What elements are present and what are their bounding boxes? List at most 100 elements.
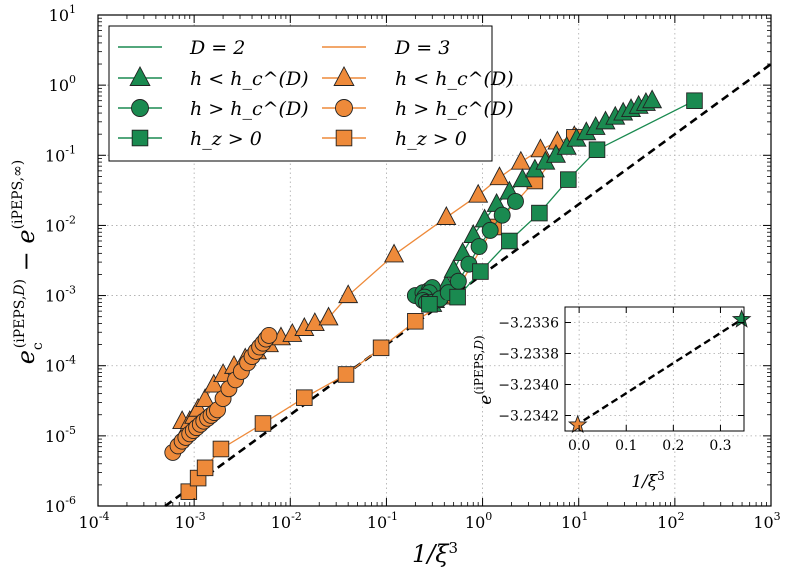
- legend-marker-circle: [335, 99, 353, 117]
- inset-x-axis-label: 1/ξ3: [631, 469, 665, 492]
- data-point: [318, 306, 339, 326]
- inset-reference-dashed-line: [573, 318, 743, 428]
- y-tick-label: 10-1: [45, 143, 76, 165]
- data-point: [449, 272, 467, 290]
- data-point: [510, 150, 531, 170]
- legend-label: h < h_c^(D): [190, 68, 309, 90]
- inset-y-tick-label: −3.2342: [498, 409, 559, 425]
- inset-x-tick-label: 0.3: [709, 438, 731, 454]
- inset-y-tick-label: −3.2338: [498, 347, 559, 363]
- inset-y-axis-label: e(iPEPS,D): [472, 335, 496, 404]
- x-tick-label: 101: [561, 510, 588, 532]
- legend-entry: h_z > 0: [322, 128, 467, 150]
- inset-x-tick-label: 0.0: [568, 438, 590, 454]
- y-tick-label: 10-3: [45, 284, 76, 306]
- data-point: [254, 415, 272, 432]
- legend: D = 2 D = 3 h < h_c^(D) h < h_c^(D)h > h_c^…: [108, 25, 514, 162]
- legend-marker-triangle: [129, 65, 151, 86]
- x-axis-label: 1/ξ3: [412, 539, 458, 568]
- inset-y-tick-label: −3.2336: [498, 316, 559, 332]
- inset-point-d3: [567, 414, 588, 434]
- data-point: [512, 168, 533, 188]
- series-d-2-hz-0: [421, 92, 703, 313]
- y-tick-label: 10-5: [45, 424, 76, 446]
- inset-point-d2: [731, 309, 752, 328]
- legend-box: [108, 25, 493, 162]
- y-axis-label: ec(iPEPS,D) − e(iPEPS,∞): [10, 160, 46, 365]
- data-point: [212, 440, 230, 458]
- data-point: [501, 232, 518, 250]
- legend-label: D = 3: [394, 37, 450, 59]
- data-point: [449, 288, 466, 306]
- y-tick-label: 101: [49, 3, 76, 25]
- x-tick-label: 10-2: [271, 510, 302, 532]
- inset-x-tick-label: 0.1: [615, 438, 637, 454]
- legend-entry: h < h_c^(D): [118, 65, 309, 90]
- data-point: [260, 327, 278, 344]
- reference-dashed-line: [164, 62, 772, 508]
- main-reference-line: [164, 62, 772, 508]
- x-tick-label: 10-3: [175, 510, 206, 532]
- data-point: [468, 183, 489, 203]
- legend-label: h_z > 0: [190, 128, 262, 150]
- inset-grid: [565, 307, 744, 431]
- legend-marker-triangle: [333, 65, 355, 86]
- main-ticks: 10-4 10-3 10-2 10-1 100 101 102 103 10-6 10-5 10-4…: [45, 3, 781, 532]
- legend-entry: D = 2: [118, 37, 245, 59]
- data-point: [472, 263, 489, 280]
- legend-marker-circle: [131, 99, 149, 117]
- legend-label: h < h_c^(D): [395, 68, 514, 90]
- x-tick-label: 103: [753, 510, 780, 532]
- inset-reference-line: [573, 318, 743, 428]
- data-point: [180, 483, 198, 500]
- legend-label: h > h_c^(D): [395, 98, 514, 120]
- legend-label: h > h_c^(D): [190, 98, 309, 120]
- main-series: [164, 89, 703, 500]
- inset-series: [567, 309, 752, 434]
- data-point: [560, 171, 577, 188]
- x-tick-label: 10-4: [78, 510, 109, 532]
- x-tick-label: 100: [465, 510, 492, 532]
- main-plot-frame: [97, 14, 772, 507]
- series-d-3-h-hc: [164, 327, 278, 461]
- inset-background: [565, 307, 744, 431]
- y-tick-label: 100: [49, 73, 76, 95]
- inset-chart: 0.0 0.1 0.2 0.3 −3.2336 −3.2338 −3.2340 −3.2342…: [472, 306, 752, 492]
- data-point: [507, 192, 524, 210]
- legend-marker-square: [131, 129, 149, 147]
- legend-entry: h > h_c^(D): [322, 98, 514, 120]
- x-tick-label: 102: [657, 510, 684, 532]
- inset-ticks: 0.0 0.1 0.2 0.3 −3.2336 −3.2338 −3.2340 −3.2342: [498, 307, 744, 454]
- legend-entry: D = 3: [322, 37, 450, 59]
- y-tick-label: 10-4: [45, 354, 76, 376]
- legend-entry: h > h_c^(D): [118, 98, 309, 120]
- legend-entry: h_z > 0: [118, 128, 262, 150]
- data-point: [481, 221, 499, 239]
- data-point: [407, 313, 424, 330]
- data-point: [470, 238, 488, 255]
- data-point: [436, 206, 457, 225]
- inset-y-tick-label: −3.2340: [498, 378, 559, 394]
- data-point: [296, 389, 313, 406]
- data-point: [203, 373, 224, 393]
- y-tick-label: 10-6: [45, 494, 76, 516]
- data-point: [337, 366, 355, 383]
- inset-frame: [564, 306, 745, 432]
- data-point: [489, 166, 510, 186]
- data-point: [686, 92, 703, 109]
- y-tick-label: 10-2: [45, 213, 76, 235]
- legend-entry: h < h_c^(D): [322, 65, 514, 90]
- inset-x-tick-label: 0.2: [662, 438, 684, 454]
- svg-text:ec(iPEPS,D) − e(iPEPS,∞): ec(iPEPS,D) − e(iPEPS,∞): [10, 160, 46, 365]
- data-point: [384, 243, 405, 263]
- data-point: [304, 312, 325, 331]
- legend-label: h_z > 0: [395, 128, 467, 150]
- data-point: [338, 284, 359, 304]
- data-point: [588, 141, 606, 159]
- data-point: [421, 296, 438, 313]
- data-point: [196, 459, 214, 477]
- legend-marker-square: [335, 129, 353, 147]
- x-tick-label: 10-1: [367, 510, 398, 532]
- data-point: [642, 89, 663, 109]
